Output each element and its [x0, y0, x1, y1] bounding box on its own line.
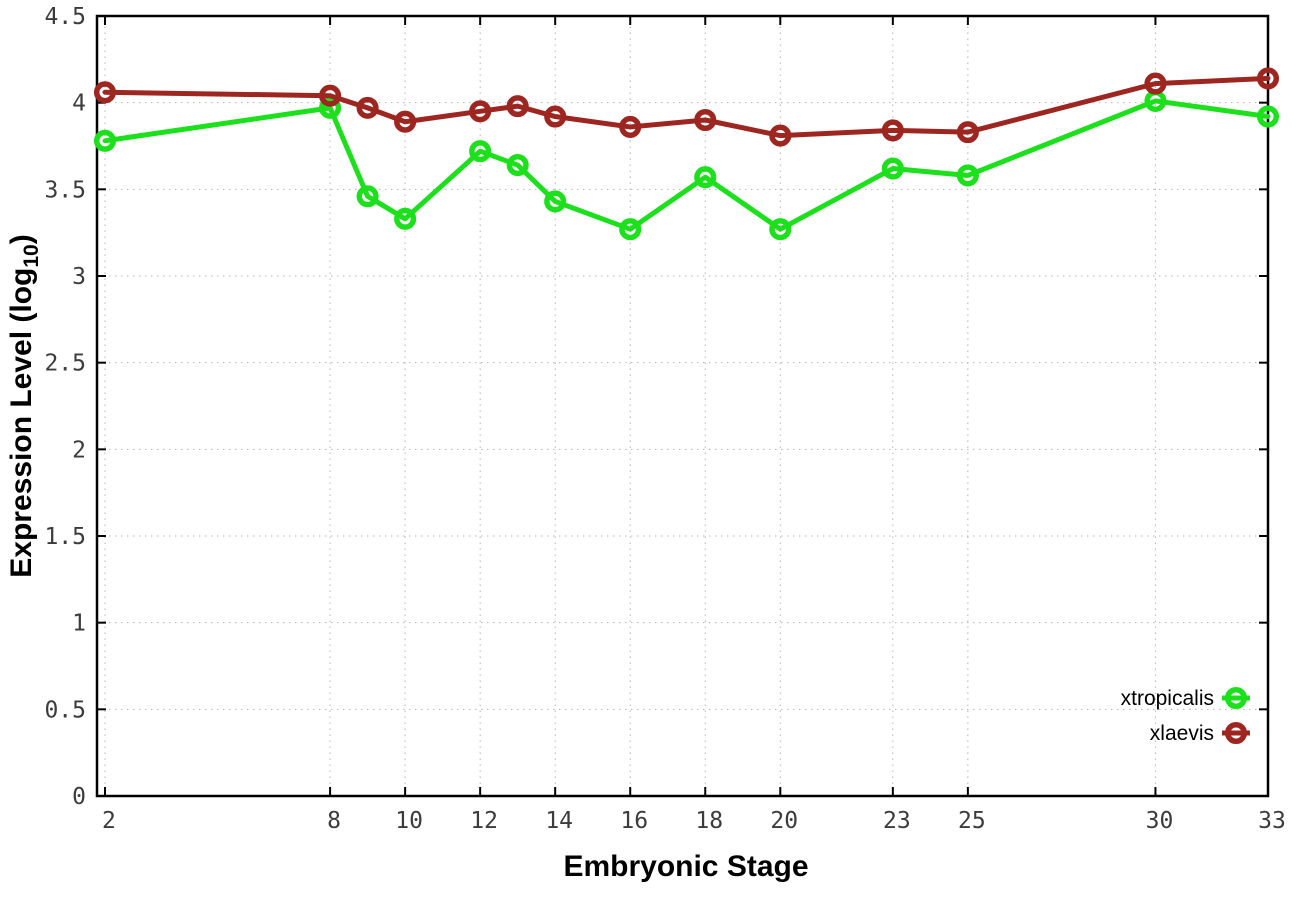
x-tick-label: 16 [620, 808, 648, 834]
y-tick-label: 4.5 [44, 4, 86, 30]
y-tick-label: 1.5 [44, 524, 86, 550]
y-tick-label: 3.5 [44, 177, 86, 203]
data-point-xtropicalis [394, 207, 417, 230]
legend-sample-marker-xtropicalis [1224, 686, 1248, 710]
data-point-xlaevis [506, 95, 529, 118]
y-tick-label: 1 [72, 611, 86, 637]
y-tick-label: 0 [72, 784, 86, 810]
x-tick-label: 33 [1258, 808, 1286, 834]
x-tick-label: 14 [545, 808, 573, 834]
data-point-xtropicalis [881, 157, 904, 180]
plot-border [95, 14, 1270, 798]
legend-row-xlaevis: xlaevis [1150, 721, 1250, 745]
data-point-xlaevis [956, 121, 979, 144]
data-point-xlaevis [881, 119, 904, 142]
x-tick-label: 23 [883, 808, 911, 834]
data-point-xtropicalis [469, 140, 492, 163]
data-point-xtropicalis [356, 185, 379, 208]
y-tick-label: 2 [72, 437, 86, 463]
x-tick-label: 2 [102, 808, 116, 834]
series-xtropicalis [93, 89, 1280, 241]
data-point-xlaevis [769, 124, 792, 147]
data-point-xlaevis [1256, 67, 1280, 90]
data-point-xlaevis [544, 105, 567, 128]
tick-labels: 0 0.5 1 1.5 2 2.5 3 3.5 4 4.5 2 8 10 12 14 16 18 20 23 25 30… [44, 4, 1285, 834]
y-axis-title-text: Expression Level (log [5, 268, 38, 578]
x-tick-label: 20 [770, 808, 798, 834]
data-point-xlaevis [694, 108, 717, 132]
series-xlaevis [93, 67, 1280, 147]
data-point-xlaevis [619, 115, 642, 138]
x-axis-title: Embryonic Stage [563, 850, 808, 883]
y-tick-label: 3 [72, 264, 86, 290]
data-point-xtropicalis [769, 218, 792, 241]
y-tick-label: 4 [72, 91, 86, 117]
legend-row-xtropicalis: xtropicalis [1121, 686, 1250, 710]
data-point-xtropicalis [506, 154, 529, 177]
y-tick-label: 0.5 [44, 697, 86, 723]
legend-label-xtropicalis: xtropicalis [1121, 687, 1214, 710]
data-point-xlaevis [469, 100, 492, 123]
y-axis-title-close-paren: ) [5, 234, 38, 244]
data-point-xlaevis [93, 81, 117, 104]
data-point-xlaevis [319, 84, 342, 107]
y-axis-title-subscript: 10 [20, 244, 43, 267]
data-point-xlaevis [356, 96, 379, 119]
data-point-xtropicalis [544, 190, 567, 213]
data-point-xtropicalis [619, 218, 642, 241]
data-point-xlaevis [394, 110, 417, 133]
gridlines [97, 15, 1269, 797]
data-point-xtropicalis [319, 96, 342, 119]
x-tick-label: 10 [395, 808, 423, 834]
legend: xtropicalis xlaevis [1121, 686, 1250, 745]
data-point-xtropicalis [1256, 105, 1280, 128]
data-series [93, 67, 1280, 241]
data-point-xtropicalis [93, 129, 117, 152]
x-tick-label: 18 [695, 808, 723, 834]
y-tick-label: 2.5 [44, 351, 86, 377]
legend-sample-marker-xlaevis [1224, 721, 1248, 745]
x-tick-label: 8 [327, 808, 341, 834]
data-point-xtropicalis [956, 164, 979, 187]
tick-marks [97, 15, 1269, 797]
plot-frame [95, 14, 1270, 798]
x-tick-label: 25 [958, 808, 986, 834]
x-tick-label: 12 [470, 808, 498, 834]
y-axis-title: Expression Level (log10) [5, 234, 43, 577]
x-tick-label: 30 [1146, 808, 1174, 834]
data-point-xtropicalis [694, 166, 717, 189]
data-point-xlaevis [1144, 72, 1167, 95]
legend-label-xlaevis: xlaevis [1150, 722, 1214, 745]
